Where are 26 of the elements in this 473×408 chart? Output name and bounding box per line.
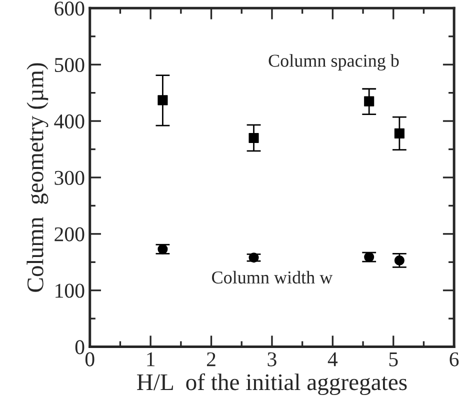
x-tick-label: 5 bbox=[389, 352, 398, 366]
point bbox=[364, 96, 374, 106]
y-tick-label: 600 bbox=[54, 2, 84, 16]
series-label: Column width w bbox=[212, 270, 333, 284]
y-axis-title: Column geometry (µm) bbox=[26, 63, 48, 292]
y-tick-label: 400 bbox=[54, 114, 84, 128]
text: Column spacing b bbox=[268, 54, 399, 71]
x-axis-title: H/L of the initial aggregates bbox=[137, 373, 407, 396]
y-tick-label: 300 bbox=[54, 170, 84, 185]
x-tick-label: 4 bbox=[328, 352, 338, 366]
point bbox=[158, 95, 168, 106]
y-tick-label: 500 bbox=[54, 58, 84, 72]
point bbox=[248, 132, 259, 144]
point bbox=[364, 252, 374, 262]
x-tick-label: 3 bbox=[268, 352, 276, 366]
y-tick-label: 0 bbox=[75, 340, 84, 354]
point bbox=[248, 252, 259, 263]
y-tick-label: 200 bbox=[54, 227, 84, 242]
x-tick-label: 2 bbox=[206, 352, 216, 366]
point bbox=[158, 244, 168, 254]
x-tick-label: 1 bbox=[147, 352, 155, 366]
y-tick-label: 100 bbox=[56, 284, 84, 298]
point bbox=[394, 128, 404, 138]
x-tick-label: 6 bbox=[450, 352, 459, 366]
point bbox=[394, 255, 404, 266]
x-tick-label: 0 bbox=[85, 352, 94, 366]
